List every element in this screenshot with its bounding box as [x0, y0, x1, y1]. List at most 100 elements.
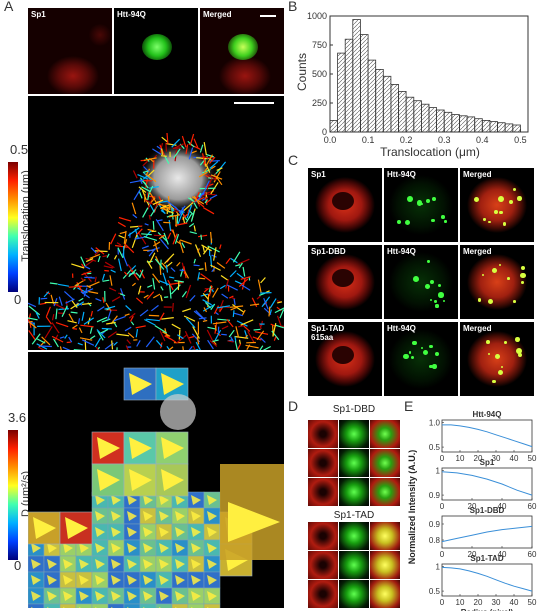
histogram-bar: [451, 114, 460, 133]
trajectory-segment: [165, 142, 168, 152]
trajectory-segment: [94, 337, 102, 348]
trajectory-segment: [240, 319, 254, 326]
diffusion-cell: [123, 603, 141, 608]
trajectory-segment: [118, 258, 122, 272]
panel-d-tile: [370, 551, 400, 579]
diffusion-arrow: [175, 607, 177, 608]
trajectory-segment: [273, 336, 277, 341]
trajectory-segment: [160, 207, 169, 212]
aggregate-spot: [491, 268, 497, 274]
histogram-ylabel: Counts: [295, 53, 309, 91]
trajectory-segment: [118, 216, 132, 222]
diffusion-arrow: [95, 575, 105, 585]
trajectory-segment: [152, 273, 161, 284]
trajectory-segment: [163, 232, 169, 245]
diffusion-arrow: [47, 607, 49, 608]
trajectory-segment: [166, 143, 177, 146]
trajectory-segment: [139, 269, 146, 279]
trajectory-segment: [67, 320, 77, 324]
aggregate-spot: [483, 218, 486, 221]
trajectory-segment: [203, 167, 208, 173]
trajectory-segment: [260, 292, 272, 294]
merged-aggregate: [228, 34, 258, 60]
diffusion-arrow: [127, 543, 137, 553]
trajectory-segment: [113, 255, 118, 260]
panel-c-tile: Merged: [460, 322, 534, 396]
trajectory-segment: [57, 283, 70, 287]
trajectory-segment: [128, 312, 136, 319]
trajectory-segment: [165, 264, 169, 273]
panel-label-a: A: [4, 0, 14, 14]
profile-frame: [441, 467, 533, 501]
sp1-dim-spot: [88, 24, 112, 46]
trajectory-segment: [187, 197, 195, 203]
trajectory-segment: [188, 223, 195, 228]
diffusion-arrow: [159, 591, 169, 601]
trajectory-segment: [160, 155, 167, 157]
trajectory-segment: [81, 288, 94, 294]
trajectory-segment: [131, 234, 138, 249]
histogram-bar: [474, 118, 483, 133]
trajectory-segment: [237, 258, 250, 265]
trajectory-segment: [131, 202, 137, 215]
diffusion-arrow: [127, 559, 137, 569]
trajectory-segment: [45, 306, 51, 317]
trajectory-segment: [188, 143, 201, 150]
trajectory-segment: [168, 219, 172, 232]
aggregate-spot: [520, 265, 526, 271]
trajectory-segment: [202, 299, 212, 306]
trajectory-segment: [227, 340, 234, 343]
trajectory-segment: [124, 243, 135, 254]
histogram-ytick-label: 1000: [307, 11, 327, 21]
trajectory-segment: [207, 173, 217, 181]
histogram-bar: [382, 75, 392, 133]
diffusion-arrow: [97, 469, 120, 491]
trajectory-segment: [168, 214, 180, 218]
diffusion-arrow: [191, 511, 201, 521]
trajectory-segment: [154, 325, 168, 334]
trajectory-segment: [143, 294, 149, 299]
histogram-bar: [497, 122, 506, 133]
trajectory-segment: [209, 156, 216, 164]
trajectory-segment: [209, 194, 218, 200]
diffusion-arrow: [95, 511, 105, 521]
trajectory-segment: [182, 216, 186, 224]
trajectory-segment: [85, 259, 94, 267]
histogram-xtick-label: 0.0: [324, 135, 337, 145]
trajectory-segment: [233, 312, 243, 317]
trajectory-segment: [232, 304, 245, 313]
trajectory-segment: [221, 293, 229, 299]
diffusion-arrow: [143, 495, 153, 505]
trajectory-segment: [205, 154, 214, 167]
trajectory-segment: [241, 277, 246, 290]
aggregate-spot: [482, 273, 485, 277]
trajectory-segment: [111, 296, 121, 302]
trajectory-segment: [159, 312, 165, 321]
trajectory-segment: [207, 326, 217, 330]
trajectory-segment: [145, 173, 157, 183]
trajectory-segment: [90, 247, 97, 254]
trajectory-segment: [105, 302, 112, 312]
aggregate-spot: [444, 220, 447, 223]
panel-c-tile: Sp1-DBD: [308, 245, 382, 319]
trajectory-segment: [118, 234, 125, 239]
trajectory-segment: [39, 302, 47, 305]
trajectory-segment: [136, 340, 141, 347]
trajectory-segment: [260, 277, 266, 284]
colorbar-translocation: [8, 162, 18, 292]
trajectory-segment: [39, 345, 52, 348]
trajectory-segment: [235, 326, 240, 338]
aggregate-spot: [504, 341, 507, 345]
profile-xtick-label: 30: [492, 598, 501, 607]
trajectory-segment: [207, 339, 214, 350]
trajectory-segment: [202, 319, 208, 322]
trajectory-segment: [226, 318, 234, 328]
diffusion-arrow: [175, 511, 185, 521]
diffusion-arrow: [63, 607, 65, 608]
trajectory-segment: [238, 278, 249, 288]
trajectory-segment: [188, 346, 193, 350]
diffusion-arrow: [47, 591, 57, 601]
diffusion-arrow: [159, 495, 169, 505]
trajectory-segment: [233, 298, 236, 305]
diffusion-arrow: [95, 607, 97, 608]
